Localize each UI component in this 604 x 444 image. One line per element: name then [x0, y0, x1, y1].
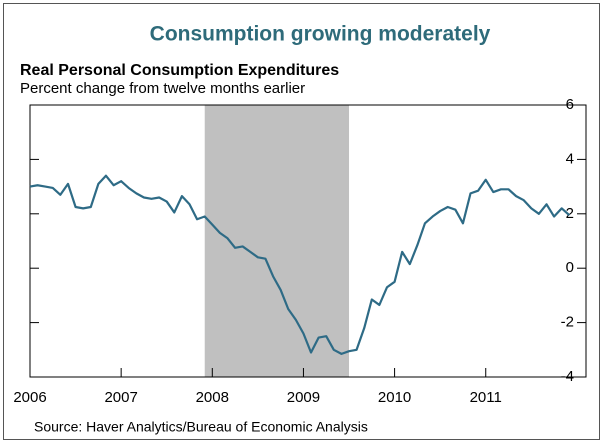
y-tick-label: 6 — [566, 96, 574, 113]
y-tick-label: 2 — [566, 205, 574, 222]
x-tick-label: 2011 — [470, 389, 502, 406]
plot-frame — [29, 104, 587, 378]
x-tick-label: 2010 — [378, 389, 411, 406]
outer-border — [3, 3, 600, 440]
x-tick-label: 2009 — [287, 389, 320, 406]
x-tick-label: 2006 — [13, 389, 46, 406]
source: Source: Haver Analytics/Bureau of Econom… — [34, 419, 368, 435]
chart-title: Consumption growing moderately — [150, 23, 491, 46]
y-tick-label: 0 — [566, 259, 574, 276]
data-line — [29, 174, 571, 355]
x-tick-label: 2008 — [196, 389, 229, 406]
chart-subtitle: Real Personal Consumption Expenditures — [20, 62, 339, 79]
y-tick-label: 4 — [566, 150, 574, 167]
y-tick-label: -4 — [561, 368, 574, 385]
x-tick-label: 2007 — [104, 389, 137, 406]
y-tick-label: -2 — [561, 314, 574, 331]
y-axis-label: Percent change from twelve months earlie… — [20, 80, 305, 97]
